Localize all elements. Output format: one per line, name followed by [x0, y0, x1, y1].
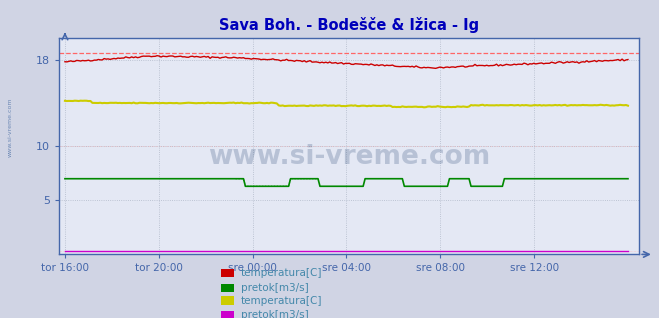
Text: pretok[m3/s]: pretok[m3/s] [241, 310, 308, 318]
Text: temperatura[C]: temperatura[C] [241, 295, 322, 306]
Text: www.si-vreme.com: www.si-vreme.com [8, 97, 13, 157]
Text: pretok[m3/s]: pretok[m3/s] [241, 283, 308, 293]
Title: Sava Boh. - Bodešče & Ižica - Ig: Sava Boh. - Bodešče & Ižica - Ig [219, 17, 479, 33]
Text: www.si-vreme.com: www.si-vreme.com [208, 144, 490, 170]
Text: temperatura[C]: temperatura[C] [241, 268, 322, 278]
